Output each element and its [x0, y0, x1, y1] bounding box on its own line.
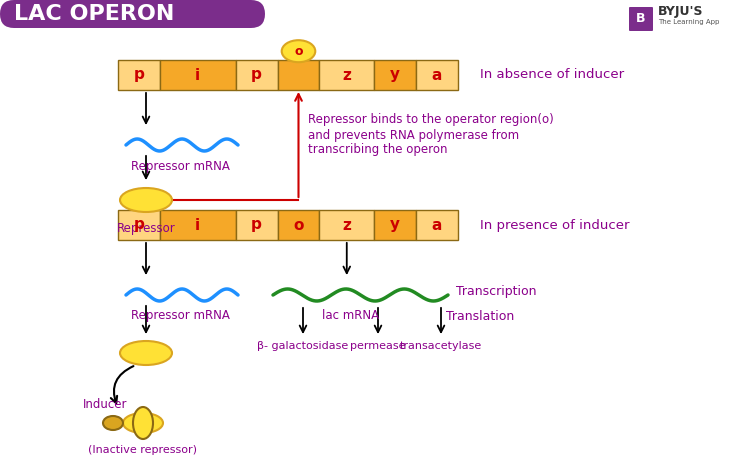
Text: In absence of inducer: In absence of inducer — [480, 69, 624, 82]
Text: i: i — [195, 218, 200, 233]
Bar — [278, 60, 320, 90]
Ellipse shape — [133, 407, 153, 439]
Bar — [320, 210, 374, 240]
Text: y: y — [390, 67, 400, 82]
Ellipse shape — [123, 413, 163, 433]
Bar — [278, 210, 320, 240]
Bar — [118, 60, 160, 90]
Text: Inducer: Inducer — [82, 398, 128, 411]
FancyBboxPatch shape — [629, 7, 653, 31]
FancyArrowPatch shape — [111, 366, 134, 403]
Text: (Inactive repressor): (Inactive repressor) — [88, 445, 197, 455]
Ellipse shape — [120, 341, 172, 365]
Bar — [160, 60, 236, 90]
Bar — [374, 60, 416, 90]
Text: lac mRNA: lac mRNA — [322, 309, 379, 322]
Text: permease: permease — [350, 341, 406, 351]
Text: p: p — [251, 67, 262, 82]
Text: Transcription: Transcription — [456, 284, 536, 298]
Bar — [416, 60, 458, 90]
Text: β- galactosidase: β- galactosidase — [257, 341, 349, 351]
Text: transacetylase: transacetylase — [400, 341, 482, 351]
Text: o: o — [294, 45, 303, 58]
Text: transcribing the operon: transcribing the operon — [308, 143, 448, 157]
Text: The Learning App: The Learning App — [658, 19, 719, 25]
Text: LAC OPERON: LAC OPERON — [14, 4, 174, 24]
Bar — [118, 210, 160, 240]
Text: p: p — [251, 218, 262, 233]
Text: B: B — [636, 12, 646, 26]
Text: y: y — [390, 218, 400, 233]
Bar — [236, 210, 278, 240]
Text: a: a — [432, 218, 442, 233]
Ellipse shape — [120, 188, 172, 212]
Text: a: a — [432, 67, 442, 82]
Text: i: i — [195, 67, 200, 82]
Bar — [374, 210, 416, 240]
Text: p: p — [134, 218, 145, 233]
Bar — [160, 210, 236, 240]
Text: BYJU'S: BYJU'S — [658, 5, 704, 18]
Text: o: o — [293, 218, 304, 233]
Text: z: z — [342, 67, 351, 82]
Text: In presence of inducer: In presence of inducer — [480, 218, 629, 231]
Text: Repressor binds to the operator region(o): Repressor binds to the operator region(o… — [308, 114, 554, 126]
Bar — [236, 60, 278, 90]
Text: Repressor: Repressor — [117, 222, 176, 235]
Text: Translation: Translation — [446, 310, 514, 323]
Text: and prevents RNA polymerase from: and prevents RNA polymerase from — [308, 129, 520, 142]
Ellipse shape — [282, 40, 315, 62]
Bar — [320, 60, 374, 90]
Ellipse shape — [103, 416, 123, 430]
Text: z: z — [342, 218, 351, 233]
Text: Repressor mRNA: Repressor mRNA — [130, 309, 230, 322]
Text: p: p — [134, 67, 145, 82]
Text: Repressor mRNA: Repressor mRNA — [130, 160, 230, 173]
FancyBboxPatch shape — [0, 0, 265, 28]
Bar — [416, 210, 458, 240]
